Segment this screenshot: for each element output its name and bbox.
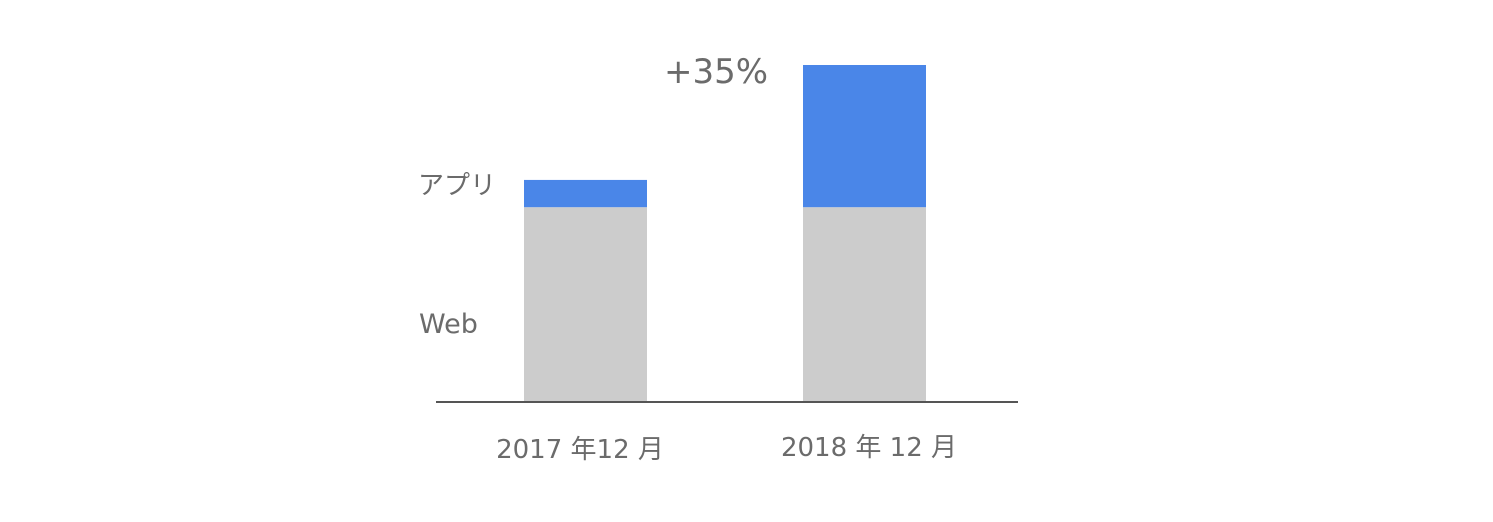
series-label-web: Web xyxy=(419,309,478,340)
bar-app-2018 xyxy=(803,65,926,208)
bars-layer xyxy=(524,65,926,402)
x-tick-label-2018: 2018 年 12 月 xyxy=(781,433,957,463)
x-tick-label-2017: 2017 年12 月 xyxy=(496,435,664,465)
bar-app-2017 xyxy=(524,179,647,208)
bar-web-2017 xyxy=(524,207,647,402)
series-label-app: アプリ xyxy=(418,171,496,201)
growth-annotation: +35% xyxy=(664,52,768,92)
bar-web-2018 xyxy=(803,207,926,402)
